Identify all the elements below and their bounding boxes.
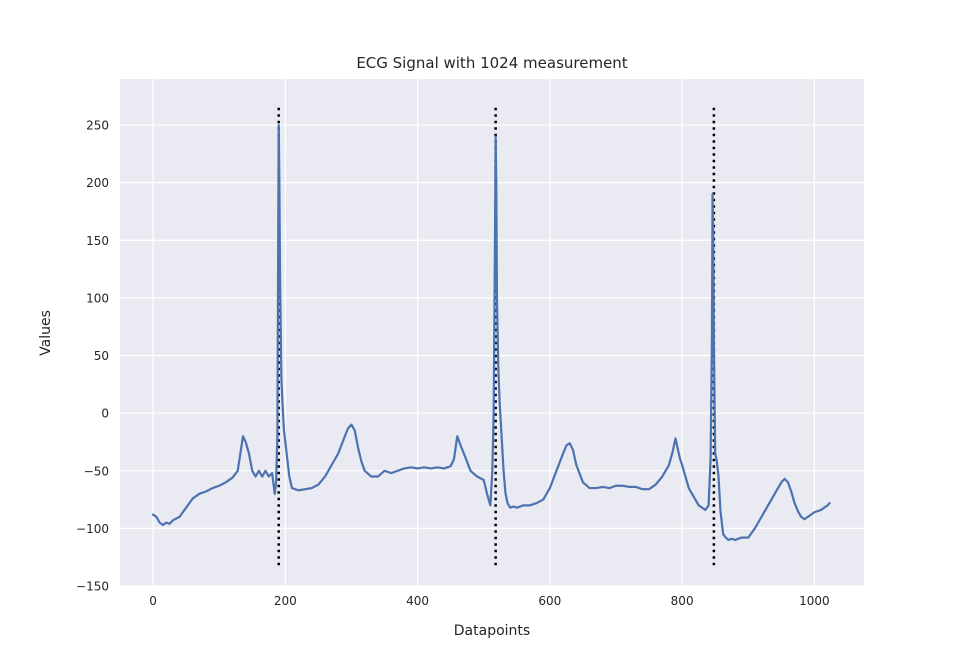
plot-background [120,79,864,586]
y-tick-label: 0 [101,407,109,421]
x-tick-label: 200 [274,594,297,608]
x-tick-label: 1000 [799,594,830,608]
y-tick-label: 100 [86,291,109,305]
chart-title: ECG Signal with 1024 measurement [356,54,627,72]
x-tick-label: 0 [149,594,157,608]
y-tick-label: 250 [86,119,109,133]
x-axis-label: Datapoints [454,623,530,639]
y-tick-label: 50 [94,349,109,363]
x-tick-label: 400 [406,594,429,608]
y-tick-label: −150 [76,580,109,594]
y-axis-label: Values [38,310,54,356]
y-tick-label: −100 [76,522,109,536]
y-tick-labels: −150 −100 −50 0 50 100 150 200 250 [76,119,109,594]
y-tick-label: −50 [84,464,109,478]
x-tick-labels: 0 200 400 600 800 1000 [149,594,829,608]
y-tick-label: 200 [86,176,109,190]
ecg-series-line [151,123,831,542]
series-layer [151,123,831,542]
x-tick-label: 800 [671,594,694,608]
y-tick-label: 150 [86,234,109,248]
grid [120,79,864,587]
x-tick-label: 600 [538,594,561,608]
